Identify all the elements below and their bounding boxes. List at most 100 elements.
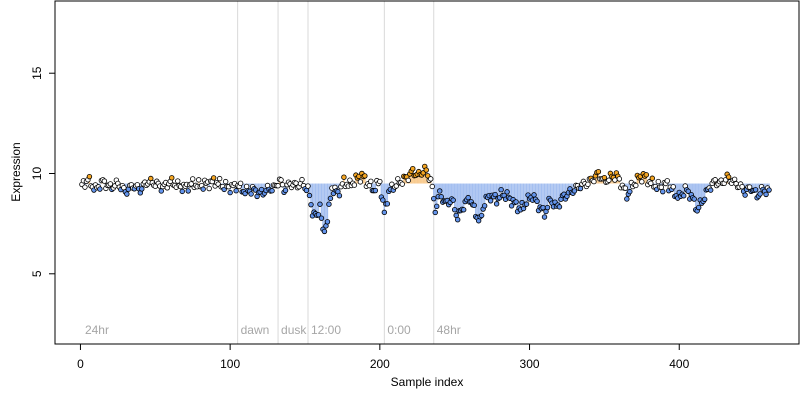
data-point — [101, 178, 108, 184]
data-point — [437, 188, 443, 194]
data-point — [498, 187, 504, 193]
data-point — [399, 181, 405, 187]
data-point — [336, 192, 343, 199]
section-marker-label: 12:00 — [311, 323, 341, 337]
data-point — [190, 176, 196, 182]
data-point — [434, 203, 440, 210]
section-markers: dawn dusk 12:00 0:00 48hr 24hr — [85, 1, 461, 344]
data-points — [79, 163, 772, 235]
data-point — [248, 191, 254, 197]
data-point — [763, 191, 769, 198]
data-point — [701, 196, 708, 202]
data-point — [351, 182, 358, 188]
data-point — [691, 196, 697, 202]
data-point — [601, 174, 608, 181]
data-point — [282, 187, 289, 194]
data-point — [380, 197, 386, 203]
data-point — [655, 178, 661, 185]
y-axis: 5 10 15 — [30, 66, 55, 277]
data-point — [585, 181, 591, 188]
x-tick-label: 0 — [77, 357, 84, 371]
data-point — [206, 185, 212, 192]
data-point — [493, 201, 500, 207]
data-point — [200, 186, 206, 192]
data-point — [725, 174, 732, 180]
data-point — [685, 188, 691, 194]
data-point — [315, 212, 322, 218]
data-point — [541, 214, 548, 220]
data-point — [179, 188, 185, 195]
data-point — [681, 193, 687, 199]
data-point — [438, 194, 444, 200]
data-point — [299, 176, 305, 183]
data-point — [649, 175, 655, 181]
data-point — [377, 178, 383, 185]
data-point — [306, 192, 313, 199]
y-tick-label: 5 — [30, 270, 44, 277]
data-point — [591, 178, 597, 185]
y-axis-label: Expression — [9, 142, 23, 201]
data-point — [303, 187, 310, 194]
data-point — [577, 185, 584, 192]
data-point — [454, 217, 461, 223]
data-point — [210, 175, 217, 181]
data-point — [616, 176, 623, 182]
data-point — [362, 173, 368, 179]
data-point — [707, 187, 714, 193]
data-point — [428, 176, 434, 182]
x-tick-label: 100 — [220, 357, 240, 371]
data-point — [321, 228, 328, 235]
data-point — [308, 201, 314, 208]
data-point — [233, 188, 239, 194]
x-tick-label: 300 — [520, 357, 540, 371]
data-point — [216, 175, 223, 182]
data-point — [660, 188, 666, 195]
data-point — [317, 201, 323, 207]
data-point — [534, 198, 540, 205]
section-marker-label: dawn — [241, 323, 270, 337]
data-point — [279, 182, 286, 188]
data-point — [429, 183, 435, 190]
data-point — [405, 177, 411, 184]
data-point — [450, 197, 456, 203]
plot-frame — [54, 0, 800, 345]
data-point — [531, 192, 537, 198]
data-point — [504, 189, 510, 195]
data-point — [326, 201, 332, 207]
data-point — [465, 194, 471, 201]
data-point — [639, 179, 645, 185]
section-marker-label: 0:00 — [387, 323, 411, 337]
data-point — [305, 183, 311, 189]
data-point — [196, 177, 202, 183]
data-point — [664, 178, 670, 184]
data-point — [492, 191, 498, 198]
x-tick-label: 400 — [669, 357, 689, 371]
data-point — [384, 201, 391, 207]
data-point — [327, 195, 334, 202]
data-point — [372, 187, 379, 194]
data-point — [423, 167, 429, 173]
data-point — [431, 195, 437, 202]
data-point — [712, 177, 718, 183]
data-point — [627, 188, 633, 195]
data-point — [124, 191, 130, 197]
x-axis-label: Sample index — [391, 375, 464, 389]
data-point — [658, 184, 664, 190]
data-point — [158, 188, 164, 194]
data-point — [487, 198, 494, 204]
data-point — [175, 178, 181, 184]
data-point — [460, 207, 467, 213]
start-label: 24hr — [85, 323, 109, 337]
data-point — [453, 212, 459, 219]
data-point — [381, 209, 388, 216]
y-tick-label: 15 — [30, 66, 44, 80]
data-point — [757, 191, 763, 197]
data-point — [222, 178, 229, 185]
data-point — [432, 209, 438, 216]
data-point — [169, 175, 175, 181]
data-point — [481, 203, 488, 209]
x-axis: 0 100 200 300 400 — [77, 344, 690, 371]
data-point — [471, 202, 477, 209]
data-point — [643, 172, 650, 178]
data-point — [544, 204, 551, 211]
